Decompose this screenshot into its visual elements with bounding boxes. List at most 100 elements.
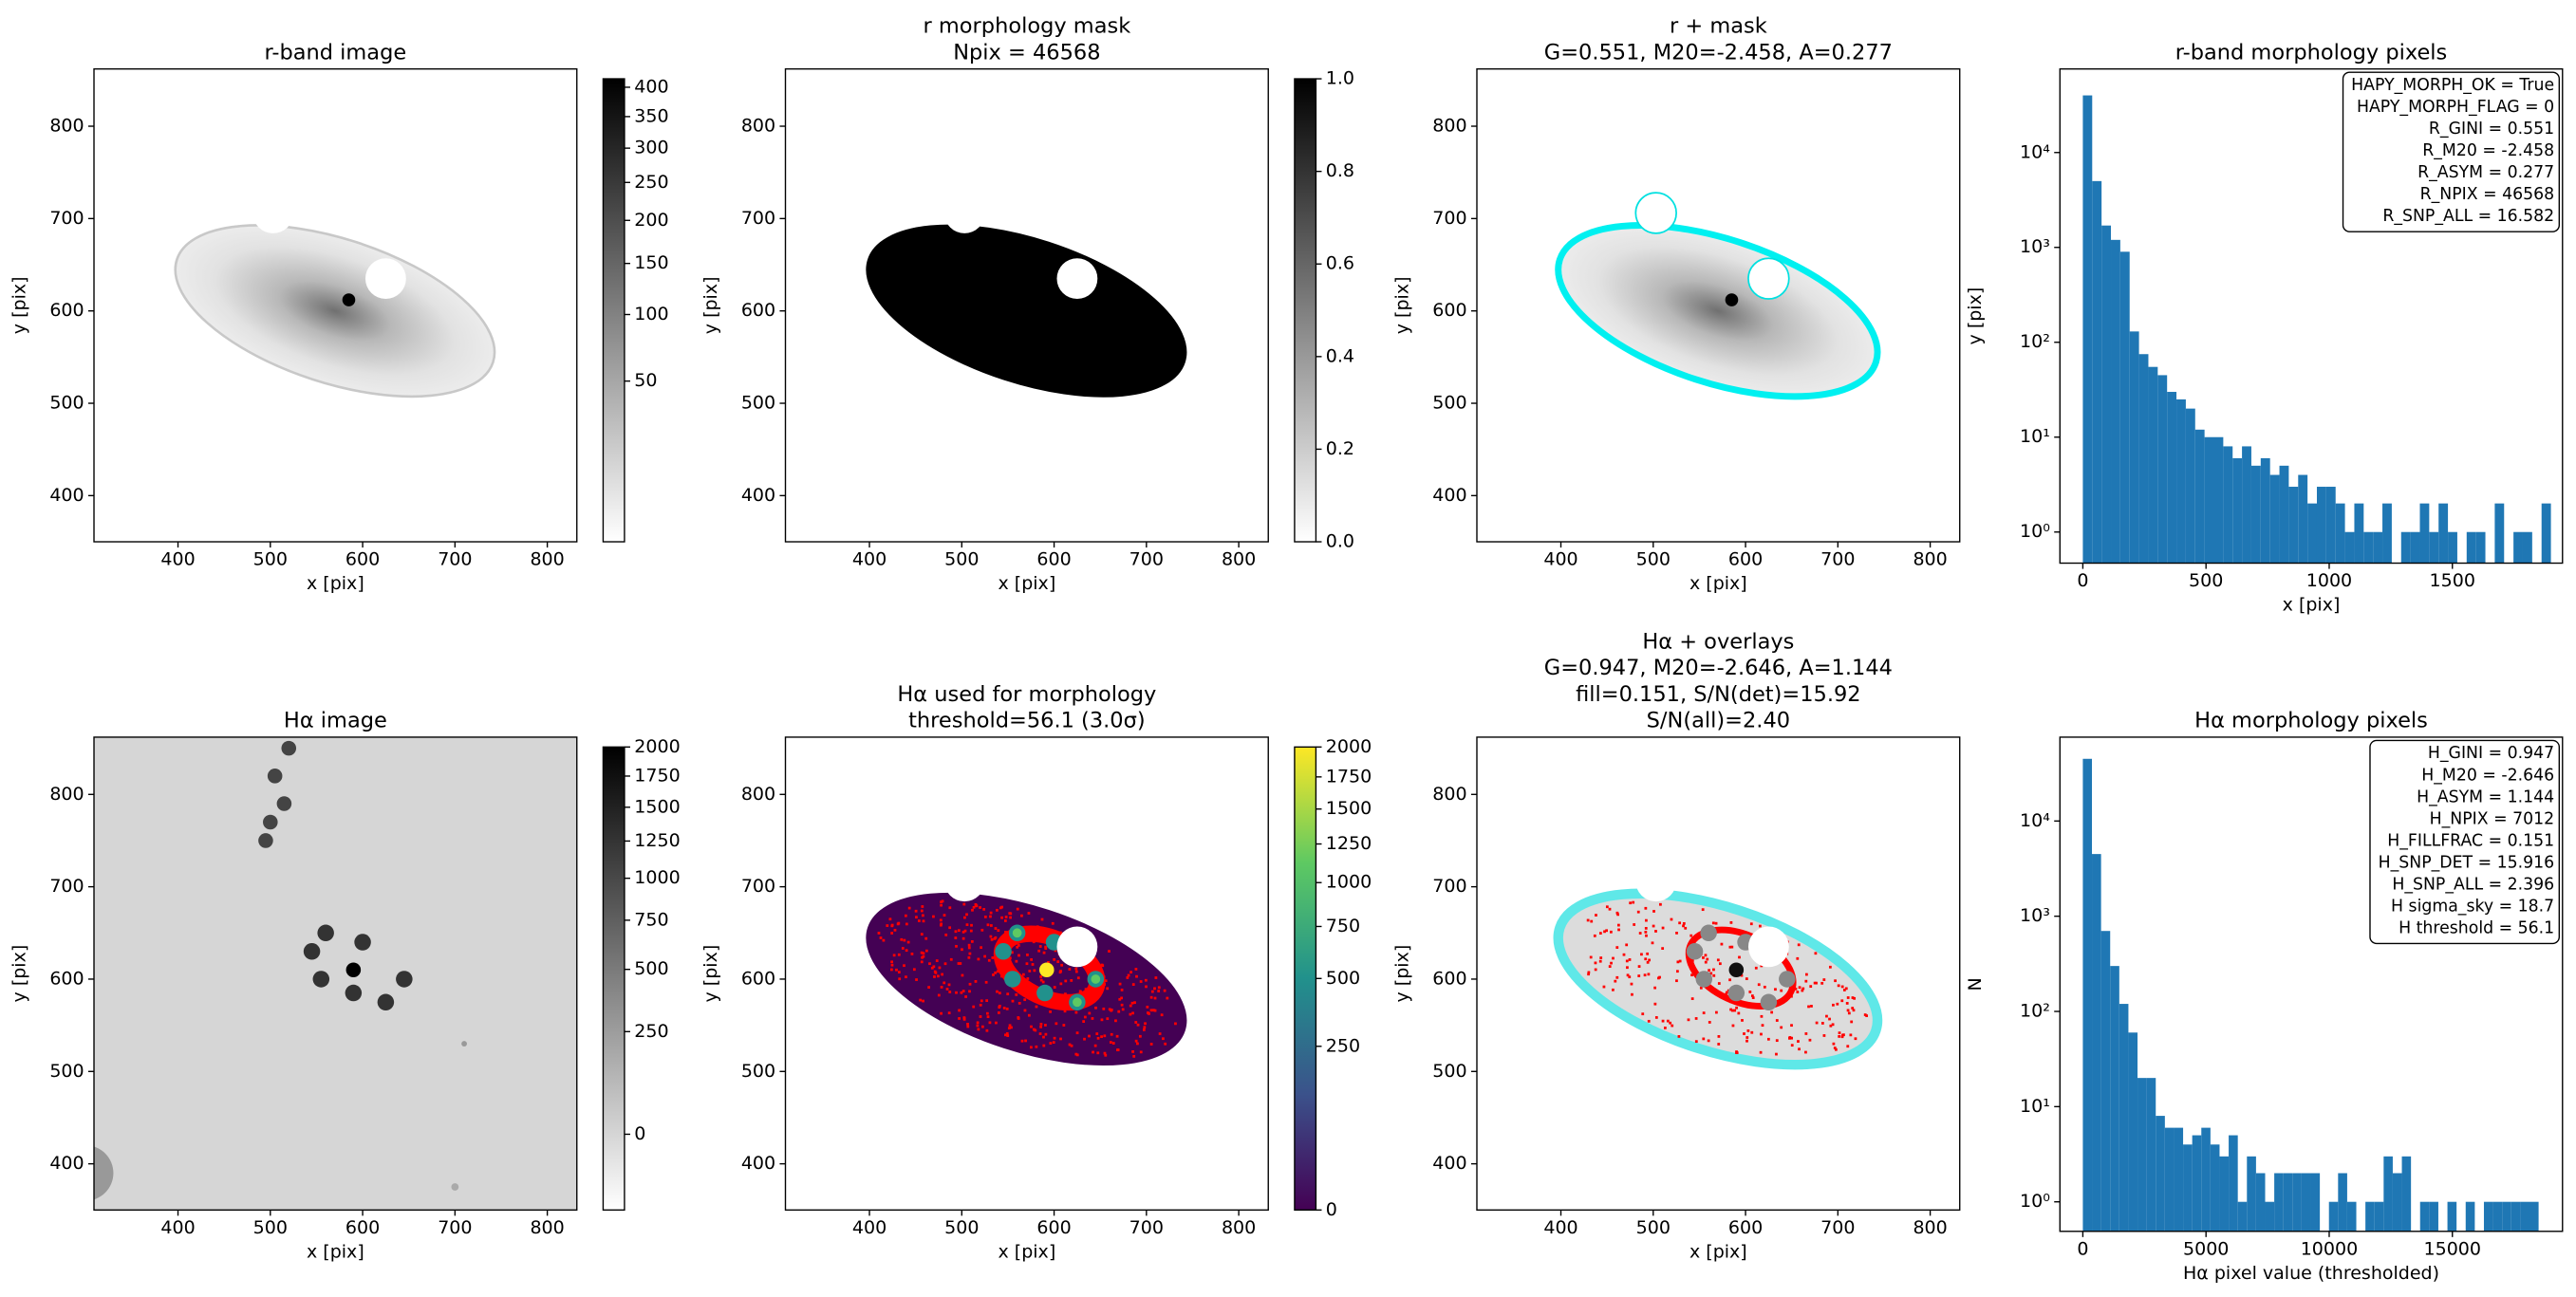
- red-pixel: [954, 930, 958, 934]
- red-pixel: [987, 958, 991, 962]
- colorbar-tick-label: 0.4: [1326, 345, 1354, 366]
- red-pixel: [961, 973, 964, 977]
- red-pixel: [1840, 985, 1844, 989]
- red-pixel: [1149, 995, 1153, 999]
- red-pixel: [1000, 905, 1004, 909]
- red-pixel: [1026, 954, 1029, 956]
- red-pixel: [1804, 1032, 1808, 1035]
- red-pixel: [1078, 990, 1082, 993]
- red-pixel: [979, 1015, 982, 1018]
- red-pixel: [1129, 1004, 1132, 1008]
- red-pixel: [920, 909, 924, 913]
- y-tick-label: 10²: [2020, 331, 2050, 352]
- red-pixel: [1017, 944, 1020, 947]
- red-pixel: [1699, 986, 1703, 990]
- stats-line: H threshold = 56.1: [2399, 918, 2554, 937]
- red-pixel: [1790, 1044, 1794, 1047]
- red-pixel: [1720, 942, 1724, 946]
- histogram-bar: [2483, 1201, 2493, 1232]
- y-tick-label: 800: [741, 116, 775, 137]
- nucleus: [1725, 293, 1739, 306]
- red-pixel: [1056, 960, 1060, 963]
- red-pixel: [1102, 1007, 1106, 1010]
- stats-line: R_GINI = 0.551: [2429, 120, 2554, 139]
- colorbar-tick-label: 350: [634, 105, 668, 126]
- red-pixel: [970, 923, 973, 927]
- red-pixel: [1006, 992, 1010, 996]
- red-pixel: [1118, 997, 1122, 1001]
- red-pixel: [997, 929, 1000, 933]
- histogram-bar: [2502, 1201, 2511, 1232]
- y-tick-label: 10³: [2020, 236, 2050, 257]
- y-tick-label: 600: [741, 968, 775, 989]
- red-pixel: [1654, 930, 1657, 933]
- histogram-bar: [2137, 1078, 2147, 1232]
- red-pixel: [903, 938, 906, 942]
- red-pixel: [998, 991, 1001, 995]
- red-pixel: [1863, 1013, 1867, 1016]
- red-pixel: [1808, 1038, 1812, 1042]
- red-pixel: [1842, 1033, 1845, 1037]
- red-pixel: [1603, 930, 1606, 934]
- stats-line: H_SNP_ALL = 2.396: [2392, 875, 2554, 894]
- plot-area: [2082, 758, 2539, 1232]
- colorbar-tick-label: 750: [1326, 916, 1360, 936]
- red-pixel: [1647, 973, 1651, 976]
- red-pixel: [1694, 1040, 1698, 1044]
- red-pixel: [1132, 1054, 1136, 1058]
- red-pixel: [982, 907, 986, 911]
- red-pixel: [1628, 958, 1632, 961]
- red-pixel: [1850, 1020, 1854, 1024]
- masked-hole: [943, 861, 985, 902]
- histogram-bar: [2288, 487, 2299, 564]
- stats-line: R_ASYM = 0.277: [2417, 163, 2554, 182]
- masked-hole: [1747, 926, 1789, 968]
- red-pixel: [1629, 901, 1633, 905]
- red-pixel: [1120, 996, 1124, 1000]
- red-pixel: [1094, 1006, 1097, 1010]
- red-pixel: [1075, 1053, 1079, 1057]
- red-pixel: [1836, 1002, 1839, 1006]
- red-pixel: [1647, 1019, 1651, 1023]
- panel-title: Hα + overlays: [1642, 630, 1794, 655]
- red-pixel: [1587, 973, 1590, 976]
- red-pixel: [957, 962, 961, 965]
- blob: [267, 769, 283, 784]
- red-pixel: [1653, 1002, 1657, 1006]
- red-pixel: [1115, 1034, 1119, 1038]
- red-pixel: [983, 954, 987, 958]
- red-pixel: [1103, 1051, 1107, 1055]
- red-pixel: [1152, 1009, 1155, 1012]
- red-pixel: [939, 918, 943, 922]
- red-pixel: [924, 949, 928, 953]
- x-tick-label: 600: [345, 549, 380, 570]
- red-pixel: [1810, 1005, 1813, 1008]
- red-pixel: [1757, 983, 1761, 987]
- red-pixel: [1149, 1043, 1153, 1046]
- histogram-bar: [2164, 1127, 2175, 1232]
- red-pixel: [1091, 1017, 1094, 1020]
- red-pixel: [1804, 979, 1808, 983]
- red-pixel: [1804, 973, 1808, 976]
- red-pixel: [1174, 1022, 1177, 1026]
- colorbar-tick-label: 400: [634, 76, 668, 97]
- red-pixel: [1015, 959, 1018, 963]
- red-pixel: [1594, 968, 1597, 972]
- red-pixel: [920, 933, 924, 936]
- knot: [995, 943, 1012, 960]
- red-pixel: [1694, 1017, 1698, 1020]
- red-pixel: [966, 1025, 970, 1028]
- red-pixel: [1092, 1050, 1094, 1054]
- histogram-bar: [2511, 1201, 2521, 1232]
- red-pixel: [890, 923, 894, 927]
- red-pixel: [1150, 990, 1154, 993]
- x-tick-label: 800: [1222, 549, 1256, 570]
- histogram-bar: [2335, 503, 2345, 564]
- red-pixel: [1844, 987, 1848, 991]
- plot-area: [94, 736, 577, 1211]
- red-pixel: [1164, 1042, 1167, 1046]
- stats-line: R_NPIX = 46568: [2420, 185, 2555, 204]
- red-pixel: [988, 1021, 992, 1025]
- red-pixel: [1644, 957, 1648, 961]
- red-pixel: [1707, 1039, 1710, 1043]
